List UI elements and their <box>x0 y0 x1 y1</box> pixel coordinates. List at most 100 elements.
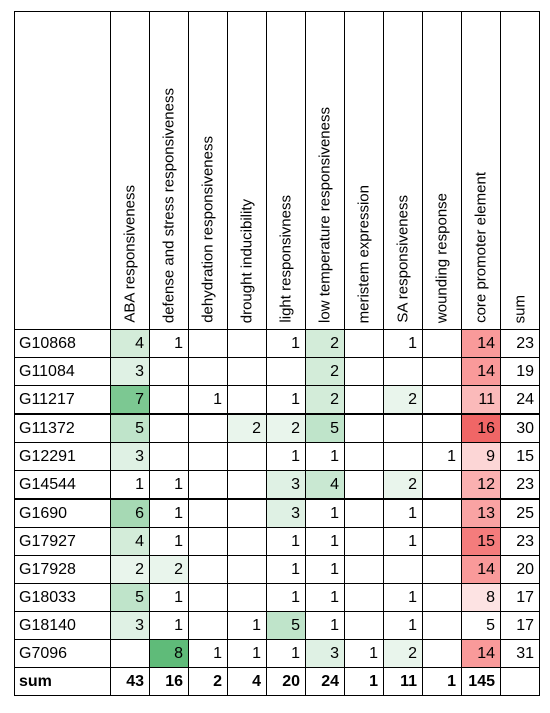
table-cell <box>110 639 150 668</box>
header-corner-cell <box>14 11 111 330</box>
table-row: G7096 8 1 1 1 3 1 2 14 31 <box>14 639 540 668</box>
table-cell <box>344 498 384 528</box>
table-cell: 14 <box>461 329 501 358</box>
table-cell <box>383 357 423 386</box>
header-row: ABA responsiveness defense and stress res… <box>14 11 540 330</box>
table-cell <box>188 329 228 358</box>
table-cell <box>149 385 189 415</box>
table-cell: 4 <box>305 470 345 500</box>
table-cell <box>188 583 228 612</box>
row-label: G7096 <box>14 639 111 668</box>
table-cell <box>227 442 267 471</box>
table-cell: 1 <box>266 329 306 358</box>
column-header-label: drought inducibility <box>238 198 256 323</box>
column-header-label: meristem expression <box>355 184 373 323</box>
sum-cell: 1 <box>422 667 462 696</box>
table-cell <box>422 583 462 612</box>
table-body: G10868 4 1 1 2 1 14 23 G11084 3 2 14 19 G11217 7 1 1 2 2 11… <box>14 329 540 696</box>
table-cell: 1 <box>266 527 306 556</box>
table-cell: 1 <box>266 639 306 668</box>
table-cell <box>266 357 306 386</box>
table-cell: 20 <box>500 555 540 584</box>
table-cell <box>344 442 384 471</box>
table-cell: 1 <box>188 385 228 415</box>
table-cell: 1 <box>149 329 189 358</box>
sum-cell <box>500 667 540 696</box>
sum-row: sum 43 16 2 4 20 24 1 11 1 145 <box>14 667 540 696</box>
table-cell: 19 <box>500 357 540 386</box>
column-header: meristem expression <box>344 11 384 330</box>
table-cell <box>383 442 423 471</box>
table-cell: 5 <box>110 583 150 612</box>
table-cell: 3 <box>110 357 150 386</box>
table-row: G14544 1 1 3 4 2 12 23 <box>14 470 540 500</box>
column-header: core promoter element <box>461 11 501 330</box>
table-cell: 15 <box>461 527 501 556</box>
table-cell <box>344 527 384 556</box>
column-header-label: wounding response <box>433 192 451 323</box>
row-label: G17927 <box>14 527 111 556</box>
table-cell: 1 <box>305 555 345 584</box>
column-header: light responsivness <box>266 11 306 330</box>
table-cell <box>188 470 228 500</box>
table-cell: 15 <box>500 442 540 471</box>
row-label: G11217 <box>14 385 111 415</box>
table-row: G11217 7 1 1 2 2 11 24 <box>14 385 540 415</box>
table-cell: 31 <box>500 639 540 668</box>
table-cell <box>344 329 384 358</box>
table-cell: 3 <box>110 442 150 471</box>
table-cell: 6 <box>110 498 150 528</box>
table-cell: 14 <box>461 639 501 668</box>
table-cell <box>422 555 462 584</box>
row-label: G11084 <box>14 357 111 386</box>
table-cell: 1 <box>188 639 228 668</box>
table-cell: 1 <box>344 639 384 668</box>
sum-cell: 4 <box>227 667 267 696</box>
table-cell: 1 <box>305 583 345 612</box>
column-header-label: dehydration responsiveness <box>199 136 217 323</box>
table-cell: 2 <box>305 329 345 358</box>
table-cell: 1 <box>110 470 150 500</box>
column-header-label: ABA responsiveness <box>121 185 139 323</box>
table-cell: 2 <box>383 385 423 415</box>
table-cell: 1 <box>149 611 189 640</box>
table-cell <box>344 413 384 443</box>
table-cell: 5 <box>266 611 306 640</box>
table-cell <box>344 470 384 500</box>
table-cell: 2 <box>227 413 267 443</box>
row-label: G10868 <box>14 329 111 358</box>
promoter-elements-table: ABA responsiveness defense and stress res… <box>14 11 540 696</box>
column-header-label: defense and stress responsiveness <box>160 87 178 323</box>
table-cell: 1 <box>266 583 306 612</box>
table-cell: 5 <box>461 611 501 640</box>
table-cell: 30 <box>500 413 540 443</box>
table-cell: 3 <box>266 498 306 528</box>
table-cell <box>227 527 267 556</box>
table-cell: 1 <box>149 470 189 500</box>
table-cell: 4 <box>110 329 150 358</box>
column-header: SA responsiveness <box>383 11 423 330</box>
table-row: G12291 3 1 1 1 9 15 <box>14 442 540 471</box>
table-cell: 1 <box>227 639 267 668</box>
table-cell: 16 <box>461 413 501 443</box>
row-label: G14544 <box>14 470 111 500</box>
table-row: G18033 5 1 1 1 1 8 17 <box>14 583 540 612</box>
row-label: G18140 <box>14 611 111 640</box>
table-cell <box>149 442 189 471</box>
table-cell: 1 <box>227 611 267 640</box>
table-cell: 2 <box>110 555 150 584</box>
table-cell <box>383 413 423 443</box>
table-cell <box>188 527 228 556</box>
table-cell <box>422 611 462 640</box>
table-cell: 1 <box>149 527 189 556</box>
sum-cell: 24 <box>305 667 345 696</box>
table-cell: 13 <box>461 498 501 528</box>
table-cell: 1 <box>305 611 345 640</box>
table-cell: 1 <box>383 611 423 640</box>
sum-cell: 11 <box>383 667 423 696</box>
table-cell <box>422 357 462 386</box>
table-cell <box>188 442 228 471</box>
table-cell: 3 <box>305 639 345 668</box>
table-cell <box>188 357 228 386</box>
